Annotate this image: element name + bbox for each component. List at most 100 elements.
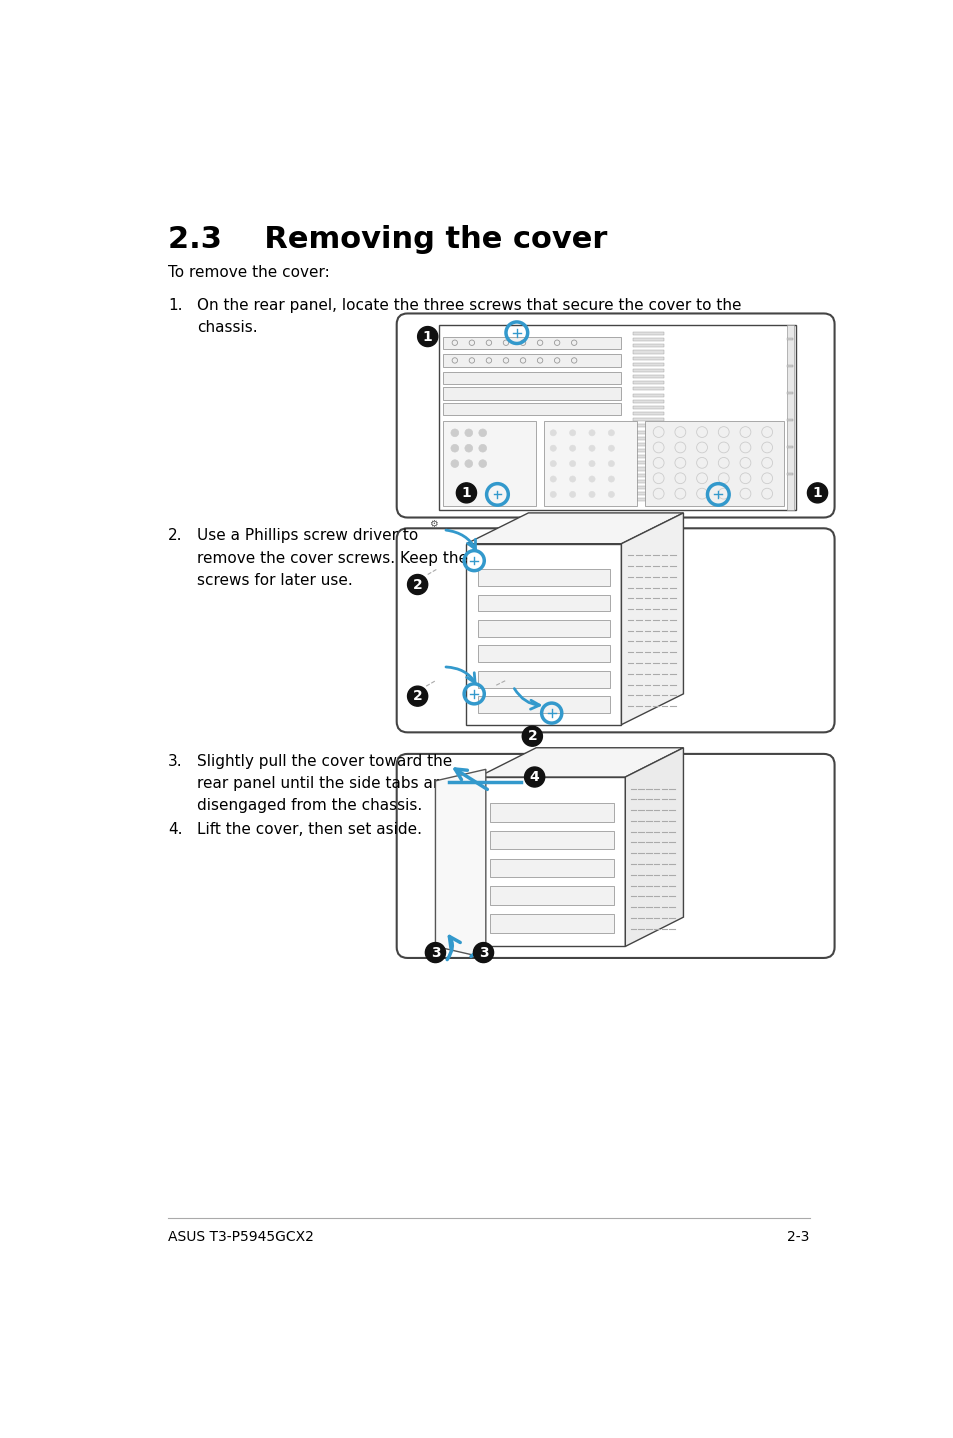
Circle shape <box>478 429 486 437</box>
Text: To remove the cover:: To remove the cover: <box>168 265 330 280</box>
Bar <box>633 499 663 502</box>
Bar <box>477 696 609 713</box>
Circle shape <box>425 942 445 962</box>
Bar <box>443 372 620 384</box>
Bar <box>633 456 663 459</box>
Circle shape <box>451 460 458 467</box>
Circle shape <box>588 430 595 436</box>
Circle shape <box>550 476 556 482</box>
Bar <box>443 354 620 367</box>
Bar <box>633 375 663 378</box>
Bar <box>633 462 663 464</box>
Bar <box>633 400 663 403</box>
Text: Lift the cover, then set aside.: Lift the cover, then set aside. <box>196 821 421 837</box>
Circle shape <box>456 483 476 503</box>
Bar <box>633 406 663 408</box>
Bar <box>443 336 620 349</box>
Text: 4: 4 <box>529 769 539 784</box>
Circle shape <box>407 686 427 706</box>
Bar <box>443 403 620 416</box>
Circle shape <box>806 483 827 503</box>
Circle shape <box>588 492 595 498</box>
Bar <box>489 915 613 933</box>
Bar <box>633 362 663 365</box>
Text: 2: 2 <box>413 689 422 703</box>
Circle shape <box>550 492 556 498</box>
Polygon shape <box>624 748 682 946</box>
Bar <box>786 418 792 421</box>
Text: Slightly pull the cover toward the
rear panel until the side tabs are
disengaged: Slightly pull the cover toward the rear … <box>196 754 452 814</box>
Bar <box>633 449 663 452</box>
Text: 2: 2 <box>527 729 537 743</box>
Bar <box>633 357 663 360</box>
Circle shape <box>569 430 575 436</box>
Bar <box>633 351 663 354</box>
Circle shape <box>550 446 556 452</box>
Circle shape <box>464 444 472 452</box>
Bar <box>786 365 792 367</box>
Circle shape <box>464 460 472 467</box>
Circle shape <box>478 444 486 452</box>
Circle shape <box>451 444 458 452</box>
Bar <box>477 594 609 611</box>
Bar <box>443 387 620 400</box>
Circle shape <box>608 460 614 467</box>
Circle shape <box>464 429 472 437</box>
Bar <box>633 480 663 483</box>
Polygon shape <box>620 513 682 725</box>
Bar <box>633 424 663 427</box>
Text: 1.: 1. <box>168 298 182 313</box>
Text: 3: 3 <box>478 946 488 959</box>
Text: 1: 1 <box>422 329 432 344</box>
Circle shape <box>524 766 544 787</box>
FancyBboxPatch shape <box>396 528 834 732</box>
Bar <box>786 338 792 341</box>
Text: 3: 3 <box>430 946 439 959</box>
Circle shape <box>569 460 575 467</box>
Text: 4.: 4. <box>168 821 182 837</box>
Bar <box>633 418 663 421</box>
Bar <box>633 332 663 335</box>
Circle shape <box>473 942 493 962</box>
Bar <box>477 670 609 687</box>
Bar <box>633 413 663 416</box>
Circle shape <box>569 446 575 452</box>
Bar <box>785 325 794 510</box>
Bar <box>633 430 663 434</box>
Bar <box>633 381 663 384</box>
Text: ASUS T3-P5945GCX2: ASUS T3-P5945GCX2 <box>168 1229 314 1244</box>
Bar <box>786 446 792 449</box>
Bar <box>543 421 637 506</box>
Bar <box>489 831 613 850</box>
Bar <box>786 393 792 394</box>
Circle shape <box>588 460 595 467</box>
Circle shape <box>588 476 595 482</box>
Polygon shape <box>435 769 485 958</box>
Bar <box>477 646 609 663</box>
Bar <box>786 473 792 475</box>
Circle shape <box>569 492 575 498</box>
FancyBboxPatch shape <box>396 754 834 958</box>
Bar <box>633 492 663 495</box>
Circle shape <box>608 446 614 452</box>
Bar <box>477 569 609 587</box>
Text: Use a Phillips screw driver to
remove the cover screws. Keep the
screws for late: Use a Phillips screw driver to remove th… <box>196 528 467 588</box>
Circle shape <box>569 476 575 482</box>
Text: 2.3    Removing the cover: 2.3 Removing the cover <box>168 224 607 255</box>
Bar <box>489 804 613 821</box>
Bar <box>489 886 613 905</box>
Text: ⚙: ⚙ <box>429 519 437 529</box>
Bar <box>489 858 613 877</box>
Circle shape <box>608 430 614 436</box>
Text: 2.: 2. <box>168 528 182 544</box>
Text: 3.: 3. <box>168 754 183 769</box>
Bar <box>633 443 663 446</box>
Polygon shape <box>477 748 682 777</box>
Bar <box>633 394 663 397</box>
Circle shape <box>550 460 556 467</box>
Bar <box>644 421 783 506</box>
Circle shape <box>608 476 614 482</box>
Circle shape <box>478 460 486 467</box>
Text: 1: 1 <box>461 486 471 500</box>
Text: On the rear panel, locate the three screws that secure the cover to the
chassis.: On the rear panel, locate the three scre… <box>196 298 740 335</box>
